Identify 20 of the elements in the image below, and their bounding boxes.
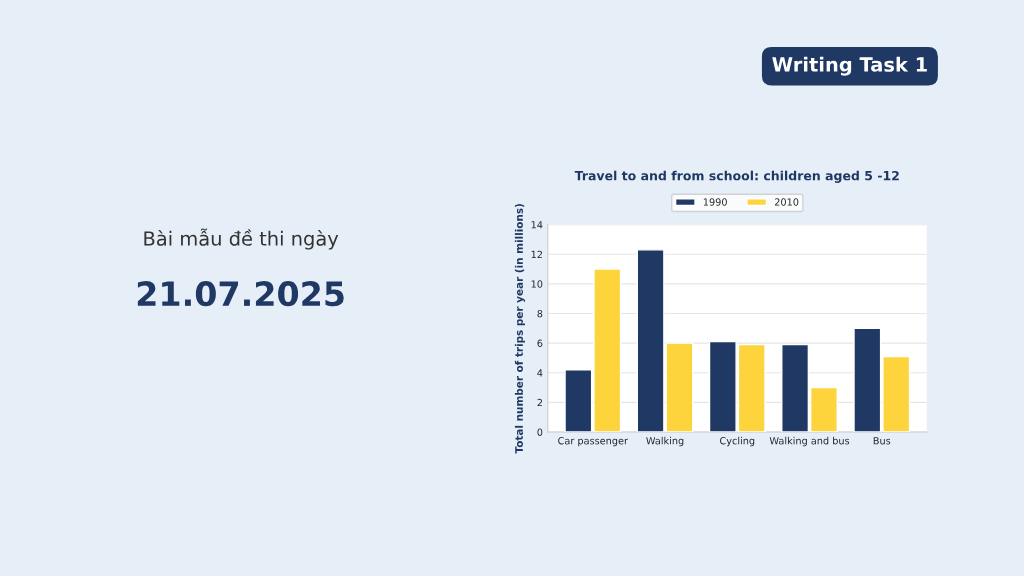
text: Writing Task 1 xyxy=(772,56,927,76)
x-tick-label: Walking xyxy=(646,436,684,447)
y-tick-label: 0 xyxy=(537,428,543,436)
y-axis-title: Total number of trips per year (in millions) xyxy=(514,204,526,454)
x-tick-label: Walking and bus xyxy=(769,436,850,447)
x-tick-label: Car passenger xyxy=(558,437,628,447)
legend-label: 2010 xyxy=(774,198,799,206)
legend-label: 1990 xyxy=(703,198,727,206)
y-tick-label: 10 xyxy=(531,280,543,288)
y-tick-label: 8 xyxy=(537,309,543,318)
text: 21.07.2025 xyxy=(137,281,344,307)
y-tick-label: 2 xyxy=(537,398,543,407)
y-tick-label: 12 xyxy=(531,250,542,258)
text: Bài mẫu đề thi ngày xyxy=(144,228,339,250)
y-tick-label: 4 xyxy=(537,369,543,377)
y-tick-label: 14 xyxy=(531,221,543,229)
x-tick-label: Cycling xyxy=(720,436,755,447)
x-tick-label: Bus xyxy=(873,437,891,445)
y-tick-label: 6 xyxy=(537,339,543,347)
chart-title: Travel to and from school: children aged 5 -12 xyxy=(574,170,899,183)
